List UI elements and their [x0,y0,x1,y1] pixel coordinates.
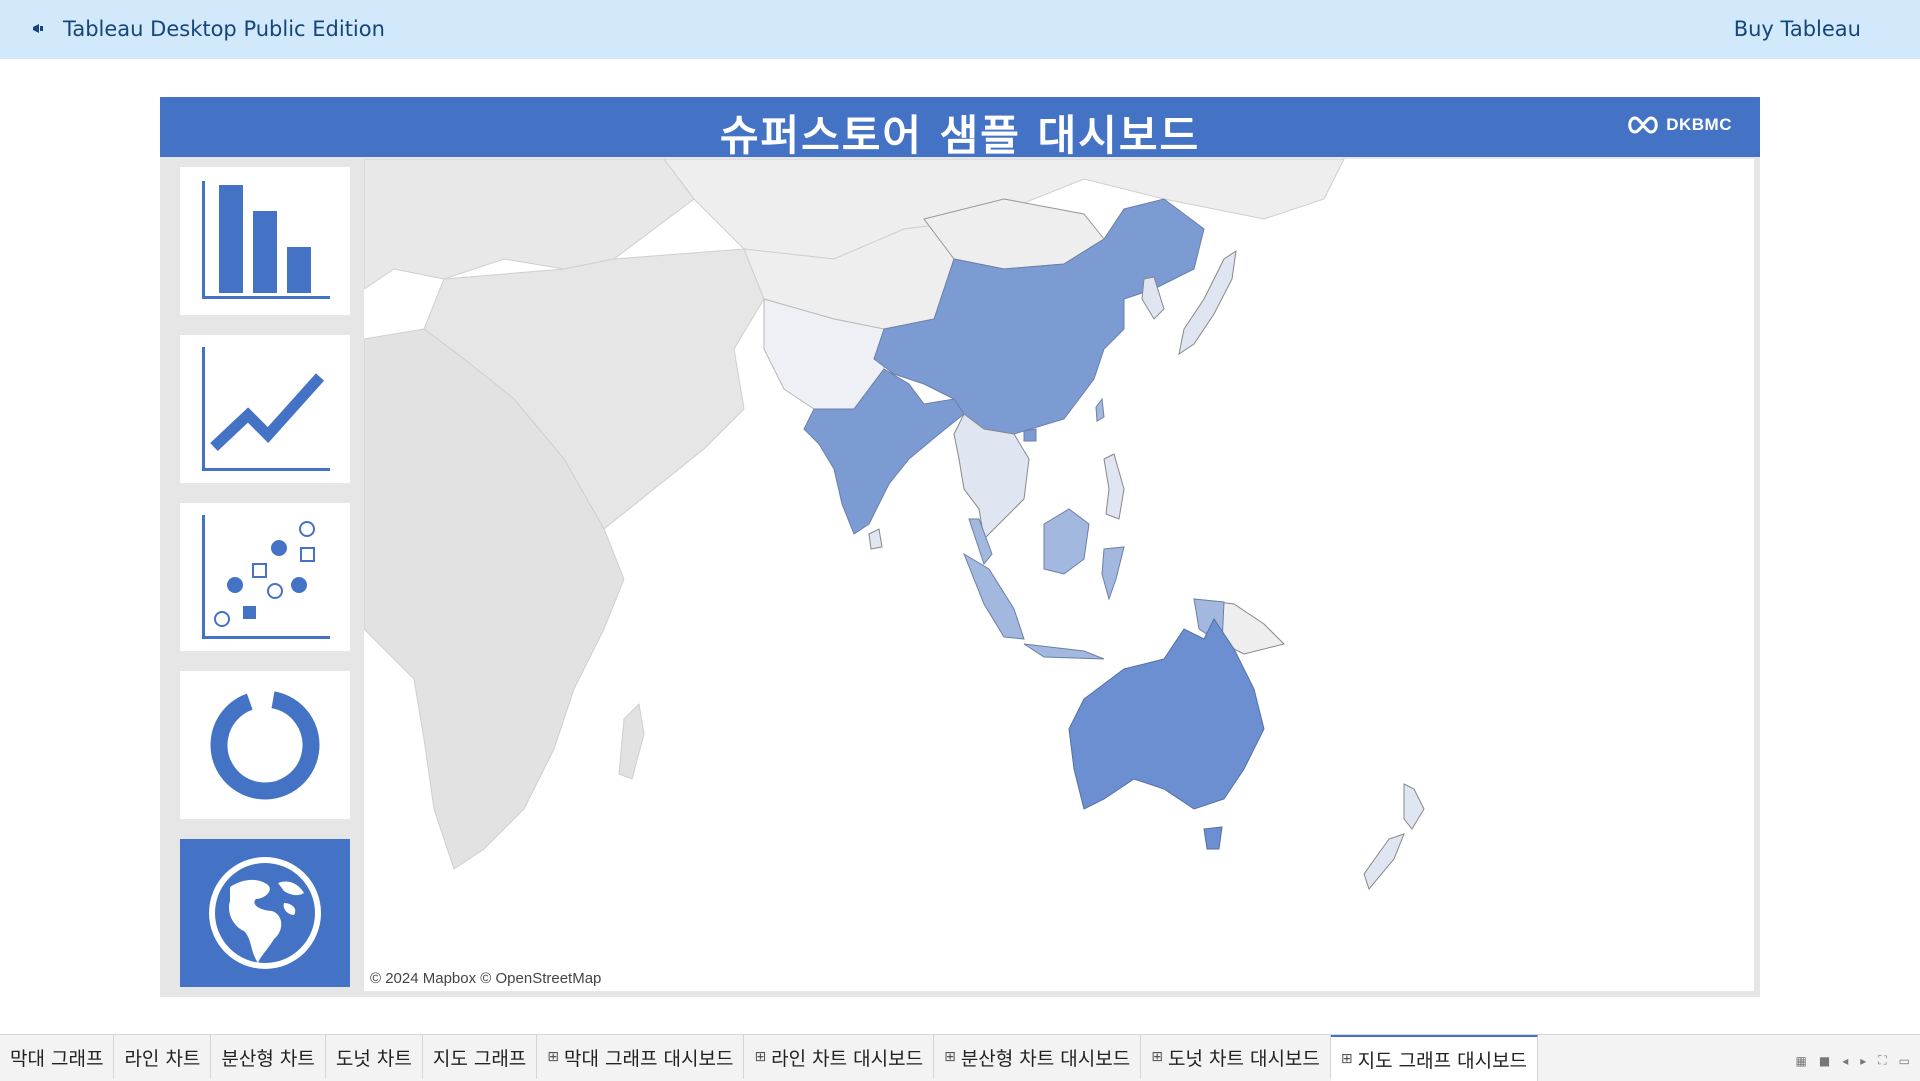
sheet-tab-label: 지도 그래프 [432,1047,527,1070]
sri-lanka-shape [868,528,883,550]
sheet-tab-label: 막대 그래프 대시보드 [564,1047,734,1070]
japan-shape [1178,249,1237,356]
scroll-right-icon[interactable]: ▸ [1860,1053,1867,1068]
map-attribution[interactable]: © 2024 Mapbox © OpenStreetMap [370,970,602,987]
malaysia-peninsula [968,518,993,566]
sheet-tab-label: 라인 차트 대시보드 [771,1047,924,1070]
sheet-tab[interactable]: ⊞ 분산형 차트 대시보드 [934,1035,1142,1079]
map-view[interactable]: © 2024 Mapbox © OpenStreetMap [364,159,1754,991]
grid-view-icon[interactable]: ▦ [1795,1053,1807,1068]
world-map [364,159,1425,891]
donut-chart-icon [210,690,320,800]
scatter-plot-icon [202,515,330,639]
fullscreen-icon[interactable]: ⛶ [1878,1053,1887,1067]
dashboard-icon: ⊞ [754,1049,767,1065]
new-zealand-south [1363,833,1405,891]
bar-chart-icon [202,181,330,299]
australia-shape [1068,618,1265,810]
app-title: Tableau Desktop Public Edition [63,17,385,41]
top-bar: Tableau Desktop Public Edition Buy Table… [0,0,1920,59]
china-shape [873,198,1205,435]
map-button[interactable] [180,839,350,987]
sheet-tab-label: 막대 그래프 [10,1047,104,1070]
sheet-tab[interactable]: ⊞ 막대 그래프 대시보드 [537,1035,745,1079]
buy-tableau-link[interactable]: Buy Tableau [1733,17,1861,41]
megaphone-icon [33,24,43,33]
dashboard-icon: ⊞ [547,1049,560,1065]
madagascar-shape [618,702,645,780]
sheet-tab[interactable]: ⊞ 라인 차트 대시보드 [744,1035,935,1079]
sheet-tab-label: 도넛 차트 [335,1047,412,1070]
sheet-tab-label: 지도 그래프 대시보드 [1357,1049,1528,1072]
sheet-tab-label: 라인 차트 [124,1047,201,1070]
logo-text: DKBMC [1666,115,1732,134]
tasmania-shape [1203,826,1223,850]
dashboard-title: 슈퍼스토어 샘플 대시보드 [719,111,1201,160]
line-chart-icon [202,347,330,471]
sheet-tab[interactable]: 분산형 차트 [211,1035,326,1079]
line-chart-button[interactable] [180,335,350,483]
sheet-tabs: 막대 그래프 라인 차트 분산형 차트 도넛 차트 지도 그래프 ⊞ 막대 그래프 대시보드… [0,1035,1539,1081]
sheet-tab-label: 분산형 차트 대시보드 [960,1047,1131,1070]
sheet-tab-bar: 막대 그래프 라인 차트 분산형 차트 도넛 차트 지도 그래프 ⊞ 막대 그래프 대시보드… [0,1034,1920,1081]
sheet-tab[interactable]: 도넛 차트 [326,1035,423,1079]
filmstrip-view-icon[interactable]: ■ [1818,1053,1831,1068]
donut-chart-button[interactable] [180,671,350,819]
sheet-tab[interactable]: ⊞ 도넛 차트 대시보드 [1141,1035,1331,1079]
sheet-tab[interactable]: 막대 그래프 [0,1035,115,1079]
taiwan-shape [1095,397,1105,422]
dashboard-icon: ⊞ [944,1049,956,1065]
southeast-asia-mainland [953,413,1030,541]
tab-controls: ▦ ■ ◂ ▸ ⛶ ▭ [1796,1053,1911,1068]
borneo-shape [1043,508,1090,575]
india-shape [803,368,965,535]
sheet-tab[interactable]: 지도 그래프 [423,1035,538,1079]
java-shape [1023,643,1105,660]
dashboard: 슈퍼스토어 샘플 대시보드 DKBMC [160,97,1760,997]
infinity-logo-icon [1628,116,1658,134]
sheet-tab-label: 도넛 차트 대시보드 [1167,1047,1320,1070]
new-zealand-north [1403,783,1425,830]
hainan-shape [1023,428,1037,442]
dashboard-icon: ⊞ [1151,1049,1163,1065]
africa-region [364,328,625,870]
bar-chart-button[interactable] [180,167,350,315]
sheet-tab-label: 분산형 차트 [221,1047,315,1070]
sumatra-shape [962,552,1025,640]
sheet-tab[interactable]: 라인 차트 [114,1035,212,1079]
dashboard-icon: ⊞ [1340,1051,1353,1067]
dashboard-header: 슈퍼스토어 샘플 대시보드 DKBMC [160,97,1760,160]
presentation-icon[interactable]: ▭ [1898,1053,1910,1068]
scroll-left-icon[interactable]: ◂ [1842,1053,1849,1068]
sheet-tab[interactable]: ⊞ 지도 그래프 대시보드 [1330,1035,1539,1081]
globe-icon [209,857,321,969]
dkbmc-logo: DKBMC [1626,114,1732,136]
korea-shape [1141,276,1165,320]
scatter-plot-button[interactable] [180,503,350,651]
philippines-shape [1103,453,1125,520]
sulawesi-shape [1101,546,1125,601]
